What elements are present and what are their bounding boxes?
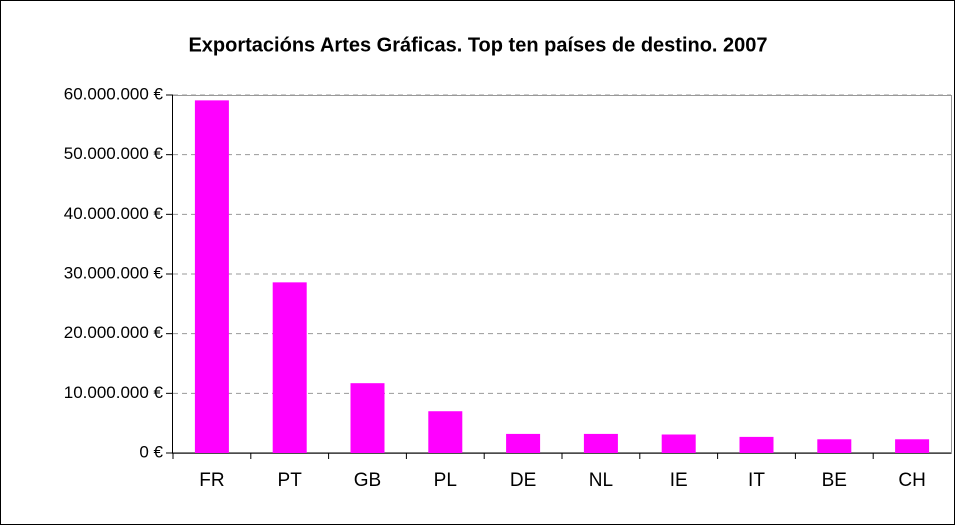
bar bbox=[428, 411, 463, 453]
x-tick-label: CH bbox=[898, 470, 925, 491]
y-tick-label: 0 € bbox=[139, 442, 163, 461]
x-tick-label: IE bbox=[670, 470, 688, 491]
chart-title: Exportacións Artes Gráficas. Top ten paí… bbox=[188, 34, 767, 56]
y-tick-label: 30.000.000 € bbox=[64, 263, 164, 282]
bar bbox=[817, 439, 852, 453]
x-tick-label: NL bbox=[589, 470, 613, 491]
bar bbox=[895, 439, 930, 453]
bar bbox=[272, 282, 307, 453]
y-tick-label: 40.000.000 € bbox=[64, 204, 164, 223]
bar bbox=[661, 434, 696, 453]
x-tick-label: BE bbox=[822, 470, 847, 491]
bar bbox=[583, 433, 618, 453]
x-tick-label: FR bbox=[199, 470, 224, 491]
bar bbox=[506, 433, 541, 453]
bar bbox=[739, 436, 774, 453]
y-tick-label: 60.000.000 € bbox=[64, 84, 164, 103]
y-tick-label: 20.000.000 € bbox=[64, 323, 164, 342]
y-tick-label: 10.000.000 € bbox=[64, 383, 164, 402]
bar bbox=[350, 383, 385, 453]
x-tick-label: IT bbox=[748, 470, 765, 491]
x-tick-label: DE bbox=[510, 470, 536, 491]
x-tick-label: PT bbox=[278, 470, 303, 491]
x-tick-label: PL bbox=[434, 470, 457, 491]
bar bbox=[194, 100, 229, 454]
y-tick-label: 50.000.000 € bbox=[64, 144, 164, 163]
x-tick-label: GB bbox=[354, 470, 381, 491]
